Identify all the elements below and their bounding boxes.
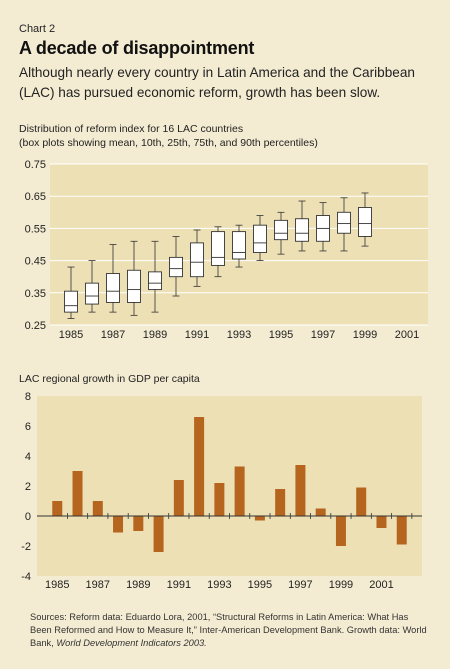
growth-bar-2000 [356, 487, 367, 516]
reform-x-tick-label: 1999 [353, 329, 377, 341]
reform-box-1987 [106, 244, 120, 313]
reform-box-1988 [127, 240, 141, 316]
growth-bar-1988 [113, 516, 124, 533]
reform-x-tick-label: 1995 [269, 329, 293, 341]
reform-box-1998 [337, 197, 351, 252]
chart-number: Chart 2 [19, 23, 56, 35]
reform-box-1994 [253, 215, 267, 262]
reform-chart-title: Distribution of reform index for 16 LAC … [19, 122, 318, 150]
growth-plot-area [37, 396, 422, 576]
source-note: Sources: Reform data: Eduardo Lora, 2001… [30, 611, 430, 650]
growth-bar-1987 [92, 501, 103, 516]
growth-y-tick-label: 8 [25, 391, 31, 403]
box-interquartile [190, 242, 204, 278]
growth-x-tick-label: 1987 [86, 579, 110, 591]
reform-box-1999 [358, 192, 372, 247]
growth-bar-1989 [133, 516, 144, 531]
chart-subtitle: Although nearly every country in Latin A… [19, 65, 415, 100]
growth-chart-title: LAC regional growth in GDP per capita [19, 373, 200, 385]
reform-box-1997 [316, 202, 330, 252]
growth-bar-1991 [173, 480, 184, 516]
reform-x-tick-label: 1991 [185, 329, 209, 341]
growth-bar-1995 [254, 516, 265, 521]
chart-headline: A decade of disappointment [19, 38, 255, 58]
reform-box-1986 [85, 260, 99, 313]
growth-bar-1985 [52, 501, 63, 516]
growth-bar-1996 [275, 489, 286, 516]
box-interquartile [358, 207, 372, 237]
reform-box-1989 [148, 240, 162, 313]
box-interquartile [295, 218, 309, 242]
growth-y-tick-label: -2 [21, 541, 31, 553]
growth-y-tick-label: 2 [25, 481, 31, 493]
source-note-publication: World Development Indicators 2003. [56, 638, 207, 648]
growth-x-tick-label: 1995 [248, 579, 272, 591]
growth-bar-2001 [376, 516, 387, 528]
growth-y-tick-label: 4 [25, 451, 31, 463]
reform-box-1996 [295, 200, 309, 252]
reform-y-tick-label: 0.65 [25, 191, 46, 203]
source-note-text: Sources: Reform data: Eduardo Lora, 2001… [30, 612, 427, 648]
growth-x-tick-label: 1989 [126, 579, 150, 591]
reform-x-tick-label: 1989 [143, 329, 167, 341]
reform-x-tick-label: 2001 [395, 329, 419, 341]
growth-y-tick-label: 0 [25, 511, 31, 523]
growth-bar-1986 [72, 471, 83, 516]
box-interquartile [106, 273, 120, 303]
reform-box-1990 [169, 236, 183, 297]
growth-bar-2002 [396, 516, 407, 545]
growth-bar-1997 [295, 465, 306, 516]
growth-bar-1998 [315, 508, 326, 516]
reform-box-1992 [211, 226, 225, 278]
growth-x-tick-label: 1991 [167, 579, 191, 591]
growth-bar-1999 [335, 516, 346, 546]
growth-y-tick-label: -4 [21, 571, 31, 583]
box-interquartile [337, 211, 351, 234]
growth-bar-1990 [153, 516, 164, 552]
reform-box-1995 [274, 211, 288, 255]
growth-x-tick-label: 1993 [207, 579, 231, 591]
growth-bar-1994 [234, 466, 245, 516]
growth-x-tick-label: 2001 [369, 579, 393, 591]
box-interquartile [85, 282, 99, 305]
reform-y-tick-label: 0.25 [25, 320, 46, 332]
reform-x-tick-label: 1985 [59, 329, 83, 341]
box-interquartile [169, 256, 183, 278]
reform-x-tick-label: 1993 [227, 329, 251, 341]
reform-box-1991 [190, 229, 204, 287]
reform-chart-title-line2: (box plots showing mean, 10th, 25th, 75t… [19, 137, 318, 149]
reform-y-tick-label: 0.35 [25, 288, 46, 300]
reform-y-tick-label: 0.75 [25, 159, 46, 171]
box-interquartile [148, 271, 162, 291]
growth-y-tick-label: 6 [25, 421, 31, 433]
box-interquartile [253, 224, 267, 253]
growth-bar-1992 [194, 417, 205, 516]
growth-x-tick-label: 1997 [288, 579, 312, 591]
box-interquartile [127, 269, 141, 303]
growth-bar-1993 [214, 483, 225, 516]
reform-y-tick-label: 0.55 [25, 223, 46, 235]
growth-x-tick-label: 1999 [329, 579, 353, 591]
reform-box-1985 [64, 266, 78, 319]
reform-x-tick-label: 1997 [311, 329, 335, 341]
growth-x-tick-label: 1985 [45, 579, 69, 591]
reform-y-tick-label: 0.45 [25, 256, 46, 268]
box-interquartile [274, 219, 288, 241]
reform-box-1993 [232, 224, 246, 268]
box-interquartile [64, 290, 78, 313]
reform-x-tick-label: 1987 [101, 329, 125, 341]
reform-chart-title-line1: Distribution of reform index for 16 LAC … [19, 123, 244, 135]
